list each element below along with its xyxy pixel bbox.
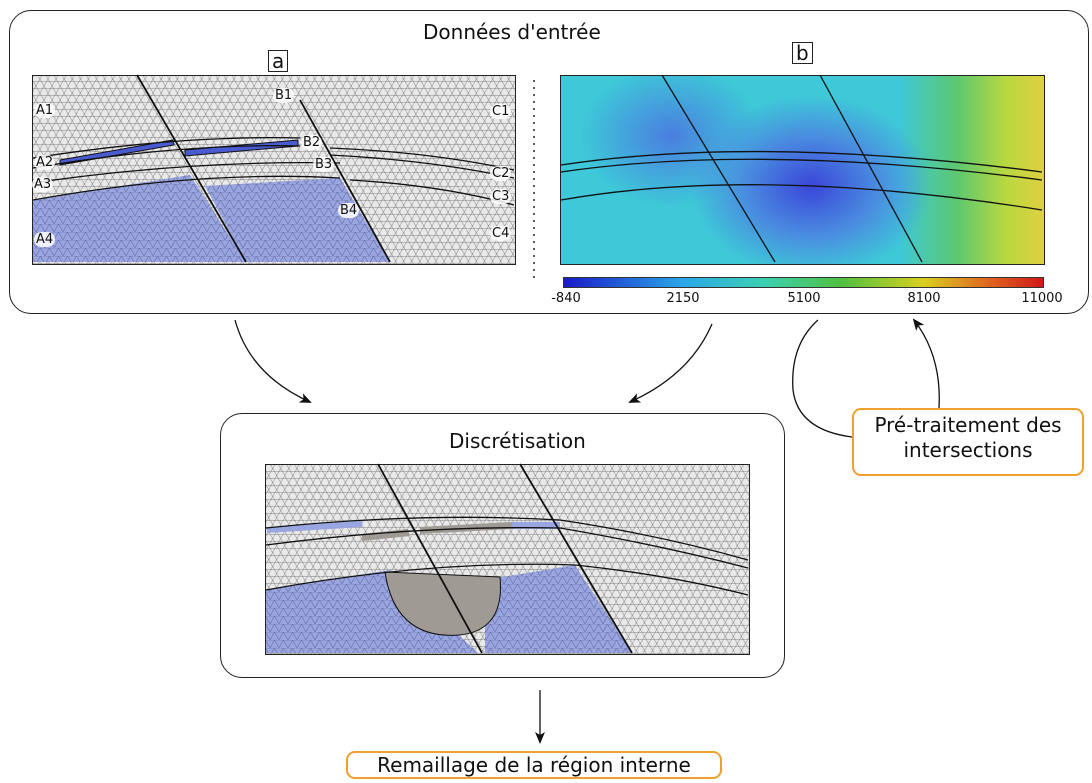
colorbar	[563, 277, 1044, 288]
region-label-b1: B1	[273, 88, 295, 103]
discretisation-title: Discrétisation	[449, 429, 586, 453]
colorbar-tick-4: 8100	[907, 291, 941, 306]
colorbar-tick-5: 11000	[1021, 291, 1063, 306]
region-label-c3: C3	[490, 189, 512, 204]
region-label-c2: C2	[490, 166, 512, 181]
region-label-a3: A3	[32, 177, 54, 192]
arrow-a-to-discretisation	[234, 319, 312, 403]
disc-grey-bulge	[384, 571, 501, 636]
colorbar-tick-3: 5100	[787, 291, 821, 306]
input-data-title: Données d'entrée	[423, 20, 601, 44]
panel-a-tag: a	[268, 50, 289, 72]
panel-b-tag: b	[792, 42, 813, 64]
region-label-a4: A4	[34, 232, 56, 247]
region-label-a1: A1	[34, 103, 56, 118]
pretraitement-note: Pré-traitement des intersections	[852, 408, 1084, 476]
arrow-loop-return	[912, 318, 940, 421]
region-label-b3: B3	[313, 157, 335, 172]
region-label-c1: C1	[490, 104, 512, 119]
remaillage-note: Remaillage de la région interne	[346, 751, 722, 779]
region-label-b2: B2	[301, 135, 323, 150]
input-data-box	[9, 10, 1089, 314]
region-label-b4: B4	[338, 203, 360, 218]
colorbar-tick-2: 2150	[666, 291, 700, 306]
region-label-a2: A2	[34, 155, 56, 170]
arrow-b-to-discretisation	[628, 323, 713, 403]
colorbar-tick-1: -840	[551, 291, 581, 306]
panel-b-field	[560, 75, 1045, 265]
discretisation-box	[220, 413, 785, 678]
disc-grey-band-1	[362, 529, 410, 541]
pretraitement-line1: Pré-traitement des	[874, 413, 1062, 437]
pretraitement-line2: intersections	[903, 438, 1033, 462]
disc-blue-band-left	[267, 521, 362, 533]
arrow-loop-pretraitement	[792, 319, 853, 438]
region-label-c4: C4	[490, 226, 512, 241]
